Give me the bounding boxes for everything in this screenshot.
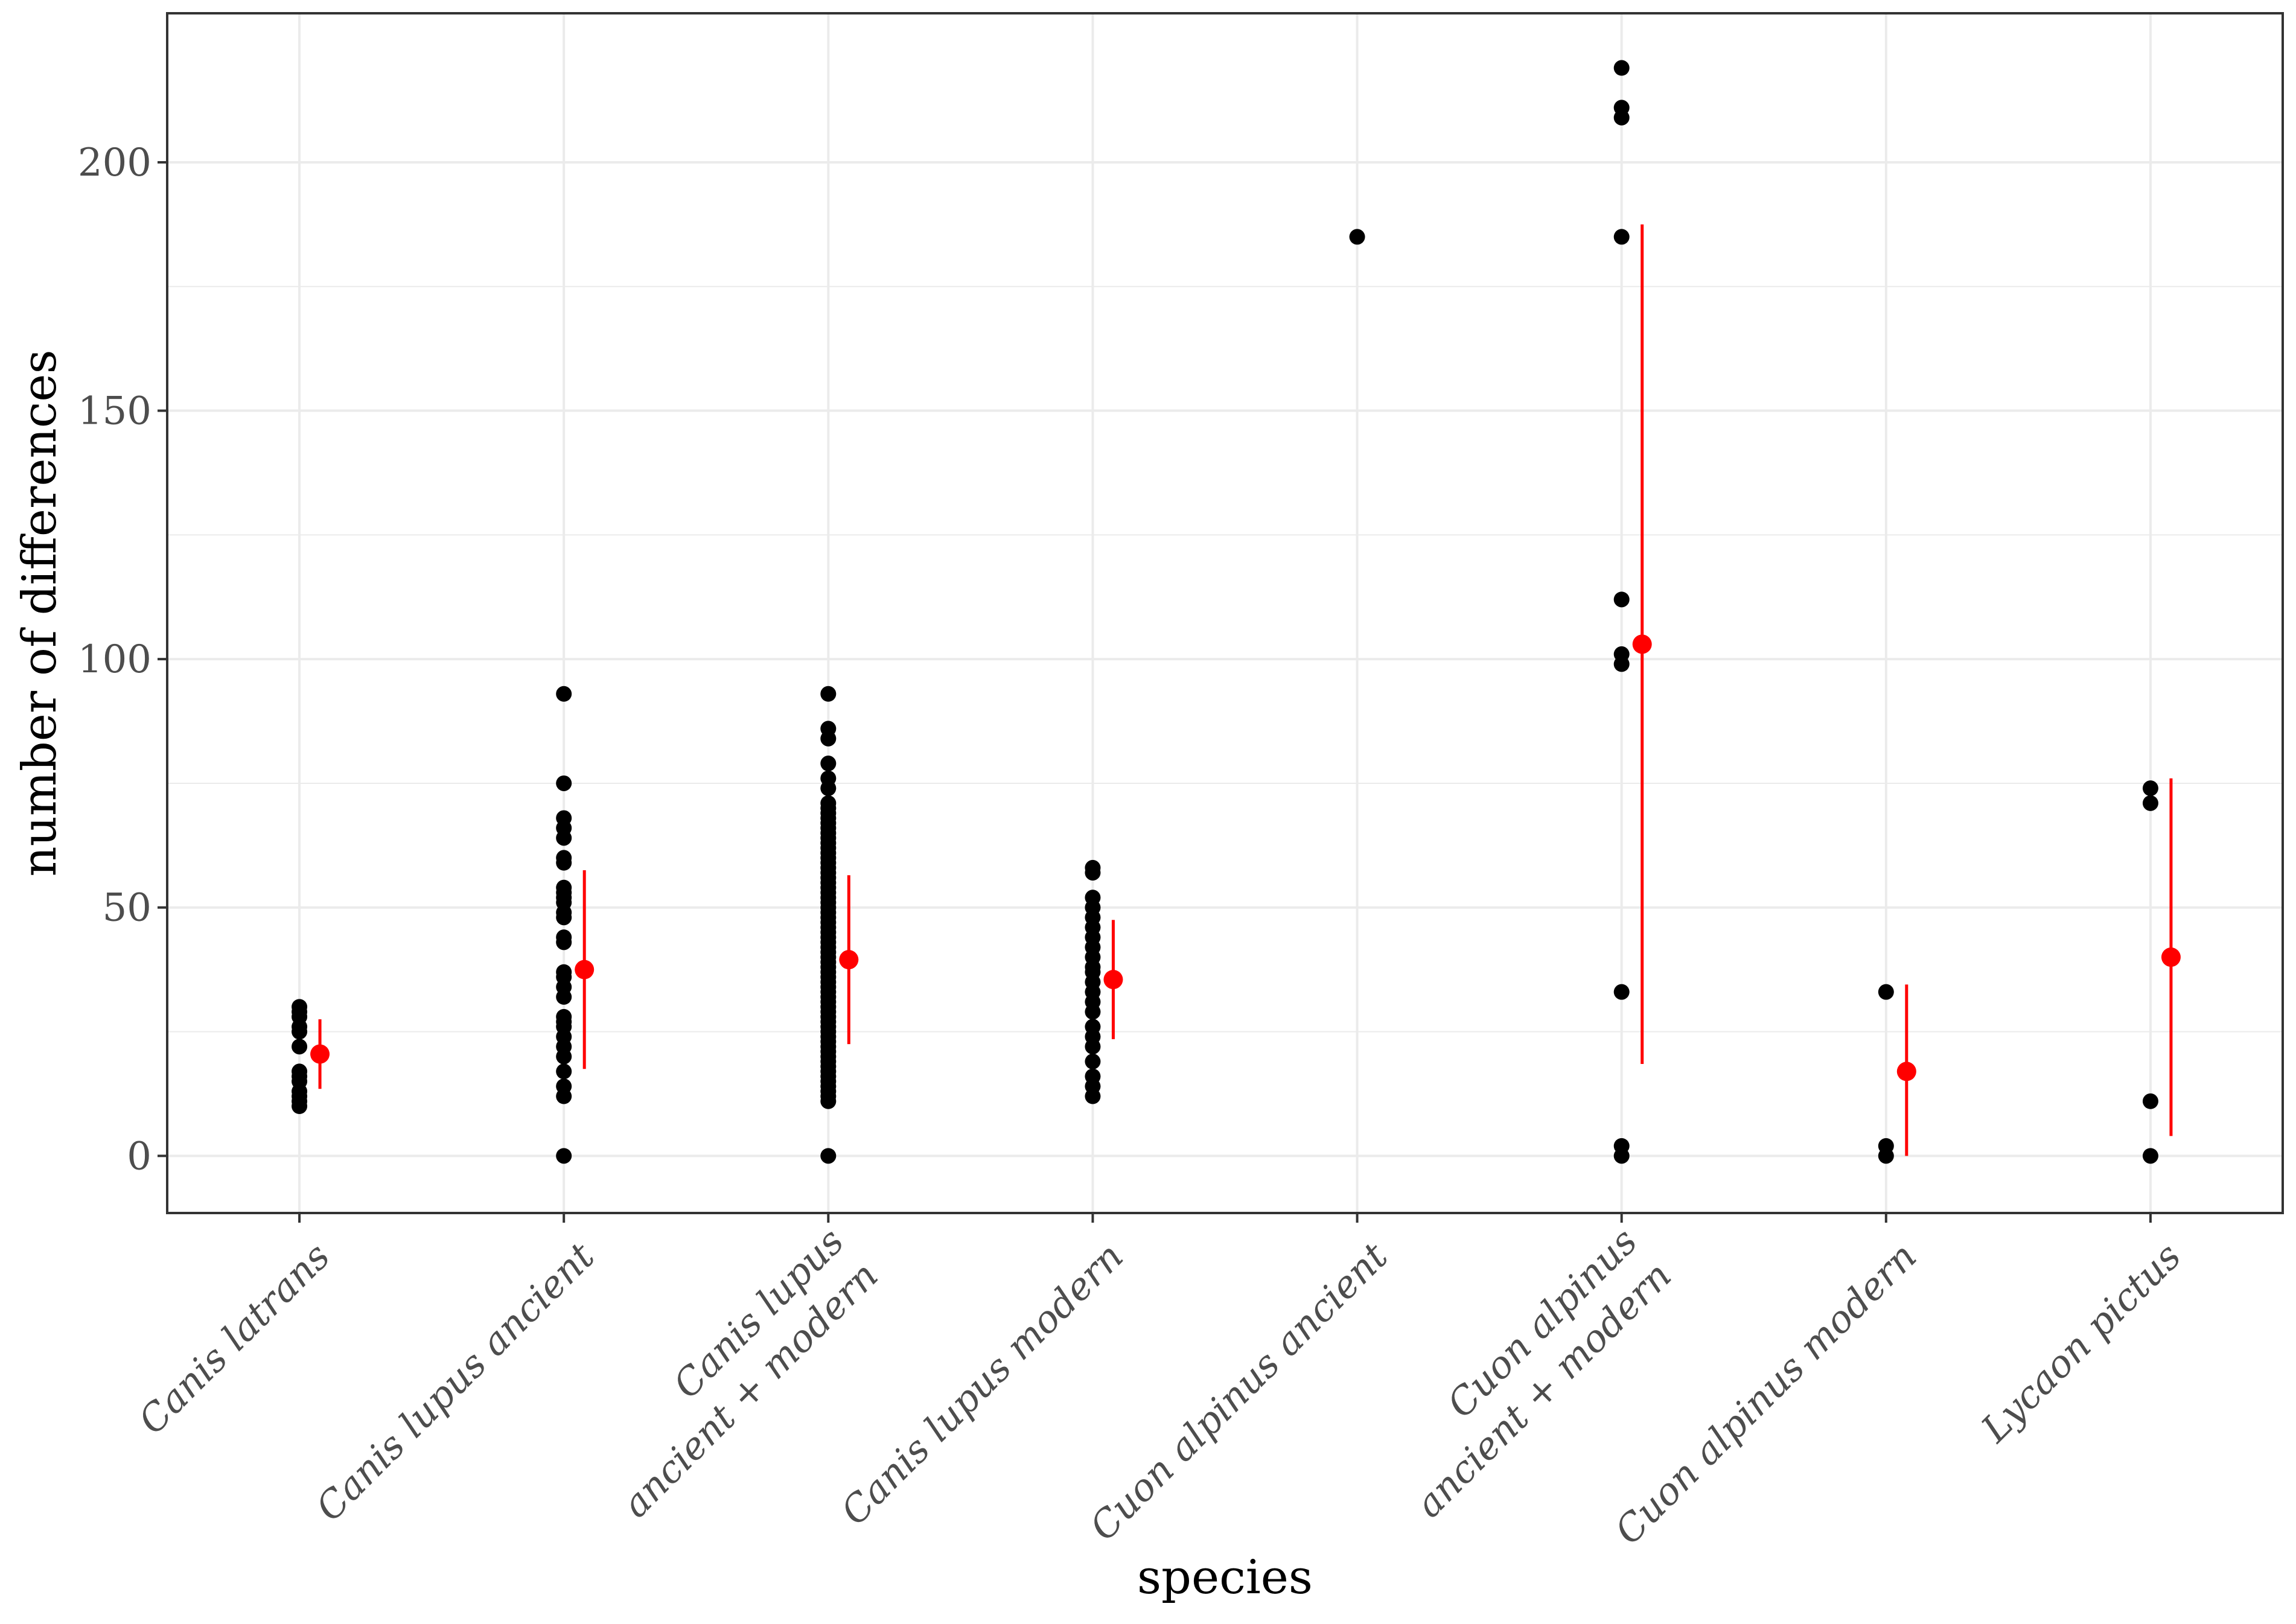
data-point — [1878, 1138, 1894, 1154]
data-point — [2142, 795, 2158, 811]
data-point — [556, 850, 572, 866]
data-point — [1613, 591, 1630, 608]
data-point — [556, 1063, 572, 1080]
data-point — [820, 721, 837, 737]
plot-frame — [166, 12, 2284, 1214]
data-point — [820, 686, 837, 702]
data-point — [1613, 646, 1630, 662]
y-tick-label: 50 — [103, 886, 151, 931]
data-point — [1613, 100, 1630, 116]
data-point — [292, 999, 308, 1015]
data-point — [1613, 1138, 1630, 1154]
data-point — [1613, 984, 1630, 1000]
mean-point — [1103, 970, 1123, 990]
data-point — [1878, 984, 1894, 1000]
data-point — [820, 770, 837, 786]
data-point — [1085, 859, 1101, 876]
y-tick-label: 0 — [127, 1134, 151, 1179]
data-point — [1085, 890, 1101, 906]
mean-point — [575, 960, 595, 979]
mean-point — [839, 950, 859, 970]
data-point — [820, 756, 837, 772]
data-point — [820, 1148, 837, 1164]
summary-markers — [310, 224, 2181, 1156]
data-point — [1085, 1053, 1101, 1069]
mean-point — [2161, 947, 2181, 967]
data-point — [2142, 1148, 2158, 1164]
data-point — [556, 879, 572, 896]
y-tick-label: 200 — [78, 141, 151, 185]
y-tick-label: 150 — [78, 389, 151, 434]
data-point — [2142, 780, 2158, 797]
data-points — [292, 60, 2158, 1164]
data-point — [820, 795, 837, 811]
data-point — [556, 929, 572, 946]
data-point — [556, 775, 572, 791]
data-point — [556, 1148, 572, 1164]
data-point — [1085, 1068, 1101, 1084]
y-tick-label: 100 — [78, 637, 151, 682]
data-point — [1349, 229, 1365, 245]
data-point — [556, 964, 572, 980]
data-point — [556, 1078, 572, 1095]
x-axis-title: species — [1137, 1550, 1313, 1605]
data-point — [556, 686, 572, 702]
data-point — [556, 810, 572, 826]
y-axis-title: number of differences — [13, 349, 67, 876]
data-point — [1613, 229, 1630, 245]
mean-point — [310, 1044, 330, 1064]
mean-point — [1896, 1062, 1916, 1081]
data-point — [2142, 1093, 2158, 1109]
data-point — [292, 1039, 308, 1055]
data-point — [1085, 1019, 1101, 1035]
data-point — [556, 1008, 572, 1025]
data-point — [292, 1063, 308, 1080]
data-point — [1613, 60, 1630, 76]
mean-point — [1632, 634, 1652, 654]
